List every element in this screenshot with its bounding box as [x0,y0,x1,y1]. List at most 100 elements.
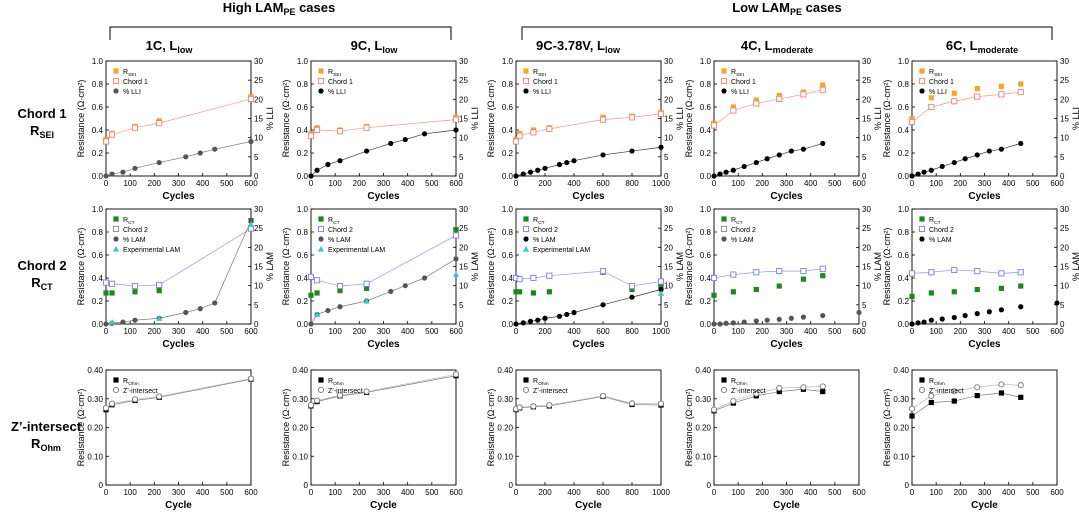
x-tick-label: 200 [148,327,162,336]
data-point [730,107,737,114]
data-point [776,152,782,158]
data-point [599,392,607,399]
y-tick-label: 0 [905,481,910,490]
x-tick-label: 600 [596,327,610,336]
x-tick-label: 100 [731,179,745,188]
y2-tick-label: 25 [862,224,871,233]
row-label-0: Chord 1 RSEI [17,106,66,140]
y-tick-label: 0.8 [92,80,104,89]
data-point [856,309,862,316]
legend-label: % LAM [929,237,952,244]
legend-marker [113,88,119,94]
y2-tick-label: 5 [254,301,259,310]
y-axis-label: Resistance (Ω·cm²) [684,389,694,467]
legend-marker [113,68,119,74]
chart-r1-c2: 0 200 400 600 800 1000 0.0 0.2 0.4 0.6 0.8 1.0 0 5 10 1… [486,205,685,350]
y-tick-label: 0.0 [92,172,104,181]
data-point [336,283,344,290]
data-point [452,271,460,277]
x-tick-label: 400 [1002,488,1016,497]
data-point [120,319,126,325]
chart-r2-c0: 0 100 200 300 400 500 600 0 0.10 0.20 0.30 0.40 Cycl… [76,366,258,511]
data-point [453,256,459,262]
y2-tick-label: 0 [664,172,669,181]
data-point [753,100,760,107]
legend-label: ROhm [328,378,344,387]
x-tick-label: 400 [401,179,415,188]
y-tick-label: 0.4 [502,274,514,283]
y-axis-label: Resistance (Ω·cm²) [76,228,86,306]
data-point [1018,283,1024,289]
data-point [939,316,945,322]
y-tick-label: 0.4 [898,274,910,283]
legend-label: Chord 1 [123,79,148,86]
legend-marker [318,216,324,222]
data-point [308,321,314,327]
data-point [513,289,519,295]
chart-r0-c4: 0 100 200 300 400 500 600 0.0 0.2 0.4 0.6 0.8 1.0 0 5 1… [882,57,1079,202]
y-tick-label: 0.30 [893,395,909,404]
y-tick-label: 0.4 [700,126,712,135]
data-point [820,273,826,279]
y-tick-label: 1.0 [502,57,514,66]
data-point [951,98,958,105]
x-tick-label: 100 [929,488,943,497]
y-tick-label: 1.0 [502,205,514,214]
data-point [998,91,1005,98]
legend-label: RSEI [328,69,341,78]
data-point [556,313,563,319]
data-point [753,269,760,276]
data-point [546,289,552,295]
data-point [530,129,537,136]
legend-marker [721,377,727,383]
x-tick-label: 300 [780,327,794,336]
y-tick-label: 0.8 [502,228,514,237]
data-point [132,289,138,295]
data-point [741,163,747,170]
data-point [974,93,981,100]
data-point [337,288,343,294]
data-point [535,317,541,323]
y-tick-label: 0.20 [497,424,513,433]
data-point [928,392,935,399]
y2-tick-label: 20 [1060,95,1069,104]
legend-label: ROhm [123,378,139,387]
y-tick-label: 0.40 [292,366,308,375]
y2-tick-label: 20 [664,243,673,252]
data-point [546,272,553,279]
x-axis-label: Cycles [162,191,195,202]
y2-tick-label: 20 [254,243,263,252]
data-point [1017,382,1024,389]
y2-tick-label: 10 [862,282,871,291]
legend-marker [721,236,727,242]
data-point [998,285,1005,291]
legend-marker [919,216,925,222]
column-title-2: 9C-3.78V, Llow [536,38,621,55]
legend-marker [720,77,728,85]
y-axis-label: Resistance (Ω·cm²) [281,80,291,158]
y-tick-label: 0.30 [87,395,103,404]
y2-tick-label: 30 [459,57,468,66]
x-tick-label: 300 [377,179,391,188]
y-axis-label: Resistance (Ω·cm²) [76,389,86,467]
data-point [102,279,110,286]
data-point [974,311,980,317]
data-point [800,146,807,152]
data-point [819,383,826,390]
data-point [998,307,1005,313]
data-point [629,148,635,154]
y2-axis-label: % LLI [1071,107,1079,130]
y-tick-label: 0 [707,481,712,490]
data-point [556,161,563,168]
data-point [974,286,980,293]
legend-marker [919,88,925,94]
x-tick-label: 200 [756,488,770,497]
y-axis-label: Resistance (Ω·cm²) [281,389,291,467]
data-point [564,159,570,166]
y2-tick-label: 25 [254,76,263,85]
y2-tick-label: 10 [459,134,468,143]
data-point [421,131,428,137]
